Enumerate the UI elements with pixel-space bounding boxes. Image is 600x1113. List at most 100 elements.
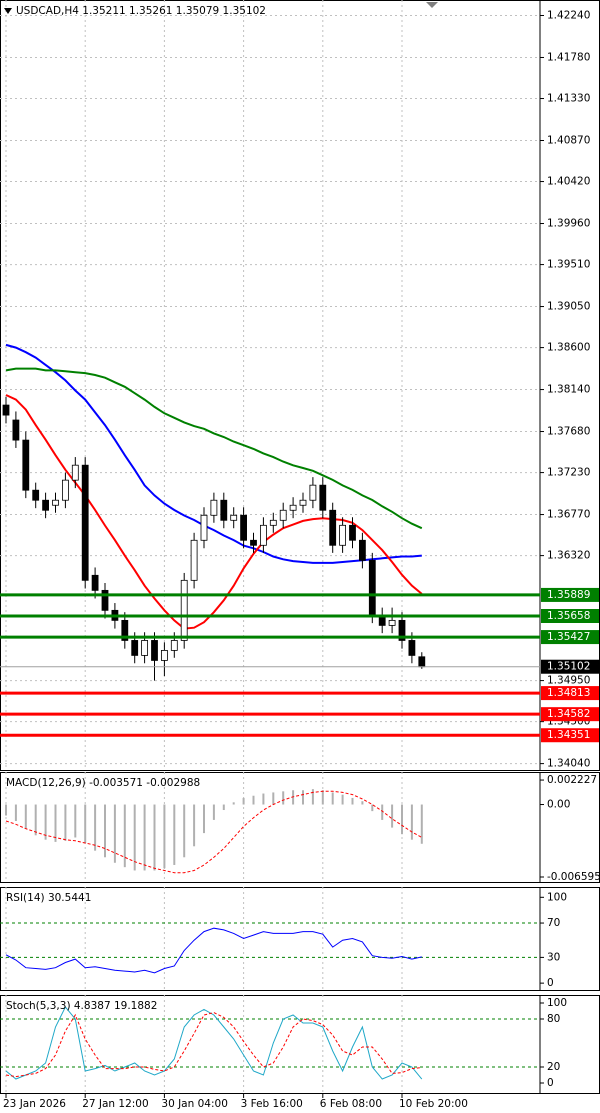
macd-bar — [143, 804, 146, 871]
signal-line — [5, 790, 423, 874]
macd-bar — [94, 804, 97, 851]
macd-bar — [222, 804, 225, 811]
candle-body — [32, 489, 40, 501]
macd-bar — [282, 791, 285, 805]
level-label: 1.34351 — [547, 729, 590, 741]
macd-bar — [381, 804, 384, 820]
y-tick-label: 0 — [547, 1077, 554, 1089]
macd-bar — [104, 804, 106, 858]
y-tick-label: 1.39050 — [547, 301, 590, 313]
candle-body — [71, 464, 79, 481]
symbol-icon — [4, 8, 12, 14]
macd-bar — [302, 790, 304, 805]
level-box — [541, 587, 599, 602]
macd-bar — [292, 790, 295, 805]
candle-body — [220, 499, 228, 521]
y-tick-label: 1.42240 — [547, 10, 590, 22]
macd-bar — [5, 804, 7, 816]
macd-bar — [242, 797, 245, 805]
x-tick-label: 23 Jan 2026 — [3, 1098, 66, 1110]
candle-body — [22, 439, 30, 491]
y-tick-label: 80 — [547, 1013, 560, 1025]
y-tick-label: -0.006595 — [547, 871, 600, 883]
level-box — [541, 609, 599, 623]
macd-bar — [331, 792, 334, 805]
candle-body — [398, 619, 406, 641]
level-label: 1.35427 — [547, 631, 590, 643]
candle-body — [368, 559, 376, 616]
panel-title: Stoch(5,3,3) 4.8387 19.1882 — [6, 1000, 157, 1012]
y-tick-label: 1.36320 — [547, 550, 590, 562]
macd-bar — [311, 789, 314, 805]
candle-body — [180, 579, 188, 641]
macd-bar — [14, 804, 17, 822]
candle-body — [12, 419, 20, 441]
macd-bar — [361, 801, 364, 805]
moving-average — [5, 343, 422, 564]
macd-bar — [341, 794, 344, 805]
x-tick-label: 10 Feb 20:00 — [399, 1098, 468, 1110]
level-label: 1.34813 — [547, 687, 590, 699]
level-label: 1.34582 — [547, 708, 590, 720]
macd-bar — [113, 804, 116, 863]
candle-body — [299, 499, 307, 506]
x-tick-label: 27 Jan 12:00 — [82, 1098, 148, 1110]
macd-bar — [24, 804, 27, 829]
y-tick-label: 1.39510 — [547, 259, 590, 271]
macd-bar — [153, 804, 156, 871]
macd-bar — [252, 795, 255, 805]
candle-body — [2, 404, 10, 416]
macd-bar — [183, 804, 186, 858]
x-tick-label: 30 Jan 04:00 — [161, 1098, 227, 1110]
macd-bar — [64, 804, 67, 841]
macd-bar — [391, 804, 394, 828]
candle-body — [81, 464, 89, 581]
candle-body — [329, 509, 337, 546]
candle-body — [62, 479, 69, 501]
x-tick-label: 3 Feb 16:00 — [241, 1098, 303, 1110]
y-tick-label: 1.34040 — [547, 758, 590, 770]
macd-bar — [351, 797, 354, 805]
candle-body — [160, 649, 168, 661]
candle-body — [190, 539, 198, 581]
macd-bar — [212, 804, 215, 820]
macd-bar — [321, 790, 324, 805]
stoch-k — [5, 1006, 423, 1080]
candle-body — [349, 524, 356, 541]
y-tick-label: 1.38140 — [547, 384, 590, 396]
candle-body — [170, 640, 178, 651]
candle-body — [101, 589, 109, 611]
y-tick-label: 0.00 — [547, 799, 570, 811]
level-box — [541, 686, 599, 701]
macd-bar — [193, 804, 196, 847]
candle-body — [339, 524, 347, 546]
level-box — [541, 630, 599, 645]
candle-body — [230, 514, 238, 521]
y-tick-label: 1.34950 — [547, 675, 590, 687]
candle-body — [42, 499, 49, 511]
candle-body — [210, 499, 218, 516]
x-tick-label: 6 Feb 08:00 — [320, 1098, 382, 1110]
y-tick-label: 100 — [547, 997, 567, 1009]
panel-title: USDCAD,H4 1.35211 1.35261 1.35079 1.3510… — [16, 5, 266, 17]
macd-bar — [410, 804, 413, 840]
y-tick-label: 70 — [547, 917, 560, 929]
stoch-d — [5, 1012, 422, 1078]
level-label: 1.35658 — [547, 610, 590, 622]
shift-marker — [426, 2, 438, 8]
y-tick-label: 1.39960 — [547, 218, 590, 230]
candle-body — [91, 574, 99, 591]
level-box — [541, 707, 599, 722]
candle-body — [279, 509, 287, 521]
candle-body — [121, 619, 129, 641]
candle-body — [388, 619, 396, 626]
candle-body — [309, 484, 317, 501]
y-tick-label: 30 — [547, 951, 560, 963]
macd-bar — [54, 804, 57, 842]
macd-bar — [272, 792, 275, 805]
macd-bar — [84, 804, 87, 843]
y-tick-label: 0.002227 — [547, 774, 597, 786]
macd-bar — [44, 804, 47, 840]
y-tick-label: 1.40870 — [547, 134, 590, 146]
candle-body — [250, 539, 257, 546]
